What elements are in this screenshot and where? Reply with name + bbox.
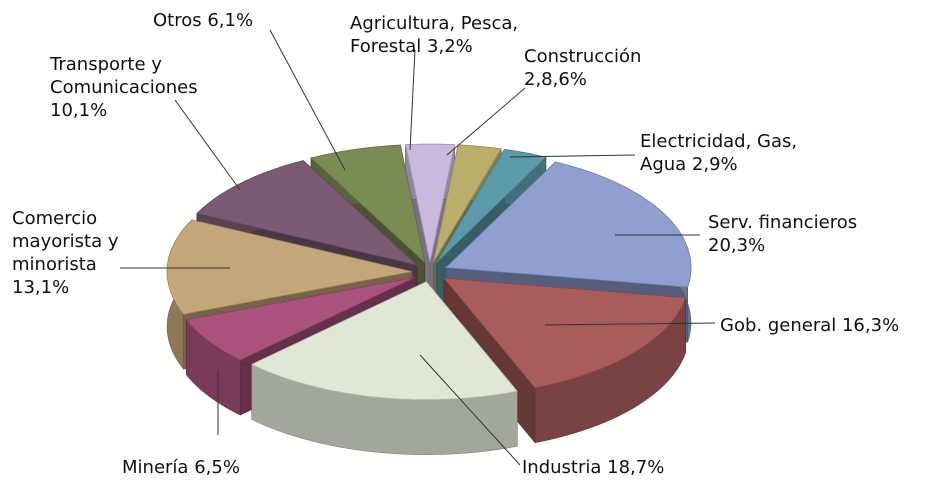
- slice-label: Minería 6,5%: [122, 456, 282, 479]
- value-label: 6,1%: [207, 10, 254, 31]
- value-label: 6,5%: [194, 457, 240, 478]
- value-label: 20,3%: [708, 235, 766, 256]
- value-label: 10,1%: [50, 100, 108, 121]
- leader-lines: [120, 29, 716, 466]
- leader-line: [269, 29, 346, 171]
- value-label: 16,3%: [841, 315, 900, 336]
- slice: [166, 219, 413, 315]
- slices: [166, 143, 692, 455]
- slice: [443, 277, 687, 389]
- slice: [196, 160, 419, 266]
- slice: [405, 143, 456, 263]
- value-label: 18,7%: [607, 457, 665, 478]
- leader-line: [446, 87, 526, 156]
- slice: [436, 148, 547, 264]
- slice: [250, 281, 519, 401]
- slice-label: Electricidad, Gas, Agua 2,9%: [640, 130, 840, 176]
- slice-label: Construcción 2,8,6%: [524, 45, 674, 91]
- slice: [445, 161, 692, 288]
- leader-line: [174, 99, 241, 191]
- slice-label: Comercio mayorista y minorista 13,1%: [12, 207, 137, 299]
- category-label: Construcción: [524, 46, 642, 67]
- category-label: Gob. general: [720, 315, 837, 336]
- value-label: 2,8,6%: [524, 69, 587, 90]
- slice-label: Transporte y Comunicaciones 10,1%: [50, 53, 230, 122]
- slice-label: Otros 6,1%: [153, 9, 303, 32]
- category-label: Agricultura, Pesca, Forestal: [350, 13, 519, 57]
- slice-label: Industria 18,7%: [522, 456, 722, 479]
- value-label: 2,9%: [691, 154, 738, 175]
- category-label: Transporte y Comunicaciones: [50, 54, 198, 98]
- category-label: Otros: [153, 10, 202, 31]
- leader-line: [419, 354, 521, 466]
- value-label: 3,2%: [427, 36, 473, 57]
- category-label: Minería: [122, 457, 189, 478]
- leader-line: [509, 154, 636, 158]
- slice-label: Gob. general 16,3%: [720, 314, 943, 337]
- category-label: Electricidad, Gas, Agua: [640, 131, 798, 175]
- slice-label: Serv. financieros 20,3%: [708, 211, 908, 257]
- slice-label: Agricultura, Pesca, Forestal 3,2%: [350, 12, 565, 58]
- category-label: Comercio mayorista y minorista: [12, 208, 119, 275]
- leader-line: [409, 49, 416, 151]
- category-label: Industria: [522, 457, 602, 478]
- leader-line: [544, 322, 716, 326]
- category-label: Serv. financieros: [708, 212, 858, 233]
- value-label: 13,1%: [12, 277, 70, 298]
- slice: [185, 277, 416, 361]
- slice: [310, 144, 426, 264]
